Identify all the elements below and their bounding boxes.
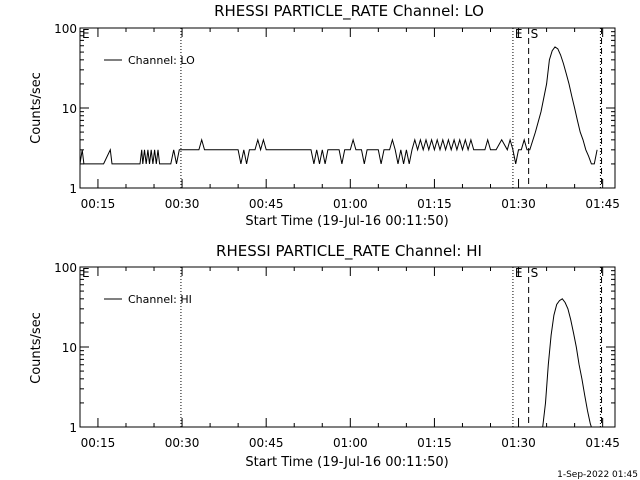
panel-hi-marker-label: S	[531, 266, 539, 280]
panel-hi-frame	[79, 266, 616, 428]
panel-hi-xtick-label: 00:45	[249, 436, 284, 450]
panel-hi-plot: 1 10 100 00:15 00:30 00:45 01:00 01:15 01:30 01:4…	[54, 261, 620, 450]
panel-lo-marker-label: E	[515, 27, 523, 41]
panel-lo-plot: 1 10 100 00:15 00:30 00:45 01:00 01:15 01:30 01:4…	[54, 22, 620, 211]
panel-hi-marker-label: E	[515, 266, 523, 280]
panel-hi-xtick-label: 01:30	[501, 436, 536, 450]
date-stamp: 1-Sep-2022 01:45	[557, 470, 638, 480]
panel-lo-xtick-label: 01:00	[333, 197, 368, 211]
panel-hi-title: RHESSI PARTICLE_RATE Channel: HI	[216, 242, 482, 261]
panel-hi-ytick-label: 10	[62, 341, 77, 355]
panel-lo-ytick-label: 1	[69, 182, 77, 196]
panel-lo-xtick-label: 00:30	[165, 197, 200, 211]
panel-hi-legend-label: Channel: HI	[128, 293, 192, 306]
panel-lo-frame	[79, 27, 616, 189]
panel-hi-xtick-label: 00:30	[165, 436, 200, 450]
panel-lo-marker-label: E	[82, 27, 90, 41]
panel-lo-xtick-label: 00:45	[249, 197, 284, 211]
panel-lo-xtick-label: 01:30	[501, 197, 536, 211]
panel-lo: RHESSI PARTICLE_RATE Channel: LO 1 10 100 0…	[29, 2, 620, 229]
panel-lo-ytick-label: 10	[62, 102, 77, 116]
panel-hi-ylabel: Counts/sec	[29, 312, 44, 384]
panel-lo-ytick-label: 100	[54, 22, 77, 36]
panel-hi-ytick-label: 1	[69, 421, 77, 435]
panel-lo-xtick-label: 01:45	[585, 197, 620, 211]
panel-lo-xlabel: Start Time (19-Jul-16 00:11:50)	[245, 214, 448, 229]
panel-hi-xlabel: Start Time (19-Jul-16 00:11:50)	[245, 455, 448, 470]
panel-lo-xtick-label: 00:15	[81, 197, 116, 211]
panel-hi-marker-label: E	[82, 266, 90, 280]
panel-hi: RHESSI PARTICLE_RATE Channel: HI 1 10 100 0…	[29, 242, 620, 470]
panel-lo-title: RHESSI PARTICLE_RATE Channel: LO	[214, 2, 484, 21]
panel-lo-ylabel: Counts/sec	[29, 72, 44, 144]
panel-hi-ytick-label: 100	[54, 261, 77, 275]
panel-hi-xtick-label: 00:15	[81, 436, 116, 450]
panel-lo-marker-label: S	[531, 27, 539, 41]
panel-lo-series-line	[79, 46, 598, 165]
panel-hi-xtick-label: 01:00	[333, 436, 368, 450]
panel-lo-xtick-label: 01:15	[417, 197, 452, 211]
panel-hi-xtick-label: 01:15	[417, 436, 452, 450]
panel-hi-xtick-label: 01:45	[585, 436, 620, 450]
panel-lo-legend-label: Channel: LO	[128, 54, 195, 67]
panel-hi-series-line	[542, 298, 592, 428]
